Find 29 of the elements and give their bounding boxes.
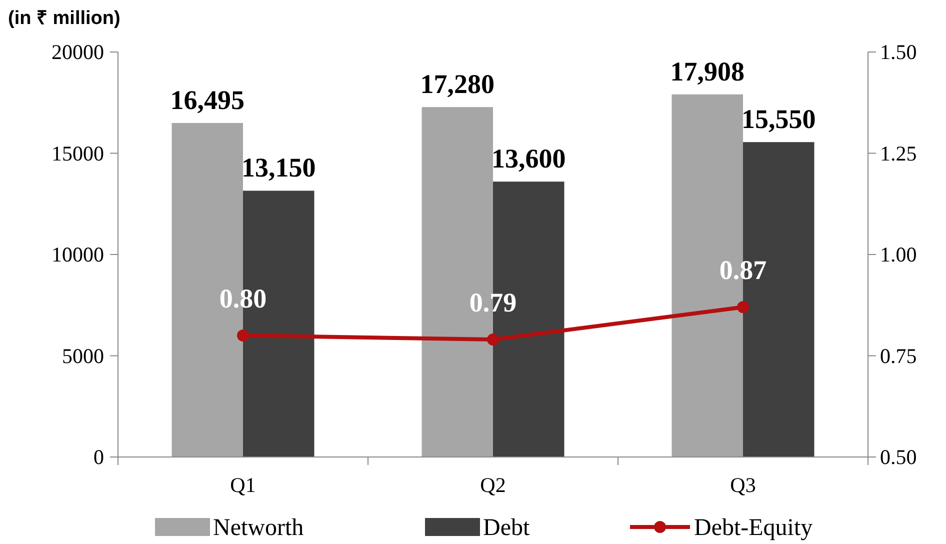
chart-title: (in ₹ million) xyxy=(8,8,120,29)
y2-tick-label: 1.25 xyxy=(880,141,917,166)
y2-tick-label: 1.50 xyxy=(880,40,917,64)
legend-label: Debt xyxy=(483,515,530,541)
y-tick-label: 15000 xyxy=(52,141,104,166)
x-tick-label: Q3 xyxy=(730,473,756,497)
x-tick-label: Q2 xyxy=(480,473,506,497)
y-tick-label: 0 xyxy=(94,445,104,469)
x-tick-label: Q1 xyxy=(230,473,256,497)
y2-tick-label: 0.50 xyxy=(880,445,917,469)
y2-tick-label: 1.00 xyxy=(880,242,917,266)
y-tick-label: 5000 xyxy=(62,344,104,368)
y-tick-label: 20000 xyxy=(52,40,104,64)
legend-label: Networth xyxy=(213,515,304,541)
data-label: 13,150 xyxy=(242,152,316,183)
point xyxy=(237,330,249,342)
point xyxy=(737,301,749,314)
data-label: 13,600 xyxy=(492,144,566,174)
data-label: 0.80 xyxy=(219,284,267,314)
data-label: 15,550 xyxy=(742,104,816,134)
y-tick-label: 10000 xyxy=(52,242,104,266)
point xyxy=(487,334,499,346)
data-label: 16,495 xyxy=(170,84,244,115)
data-label: 0.79 xyxy=(469,288,517,318)
data-label: 17,908 xyxy=(670,56,744,86)
data-label: 17,280 xyxy=(420,69,494,100)
y2-tick-label: 0.75 xyxy=(880,344,917,368)
data-label: 0.87 xyxy=(719,255,767,286)
legend-label: Debt-Equity xyxy=(694,515,813,541)
